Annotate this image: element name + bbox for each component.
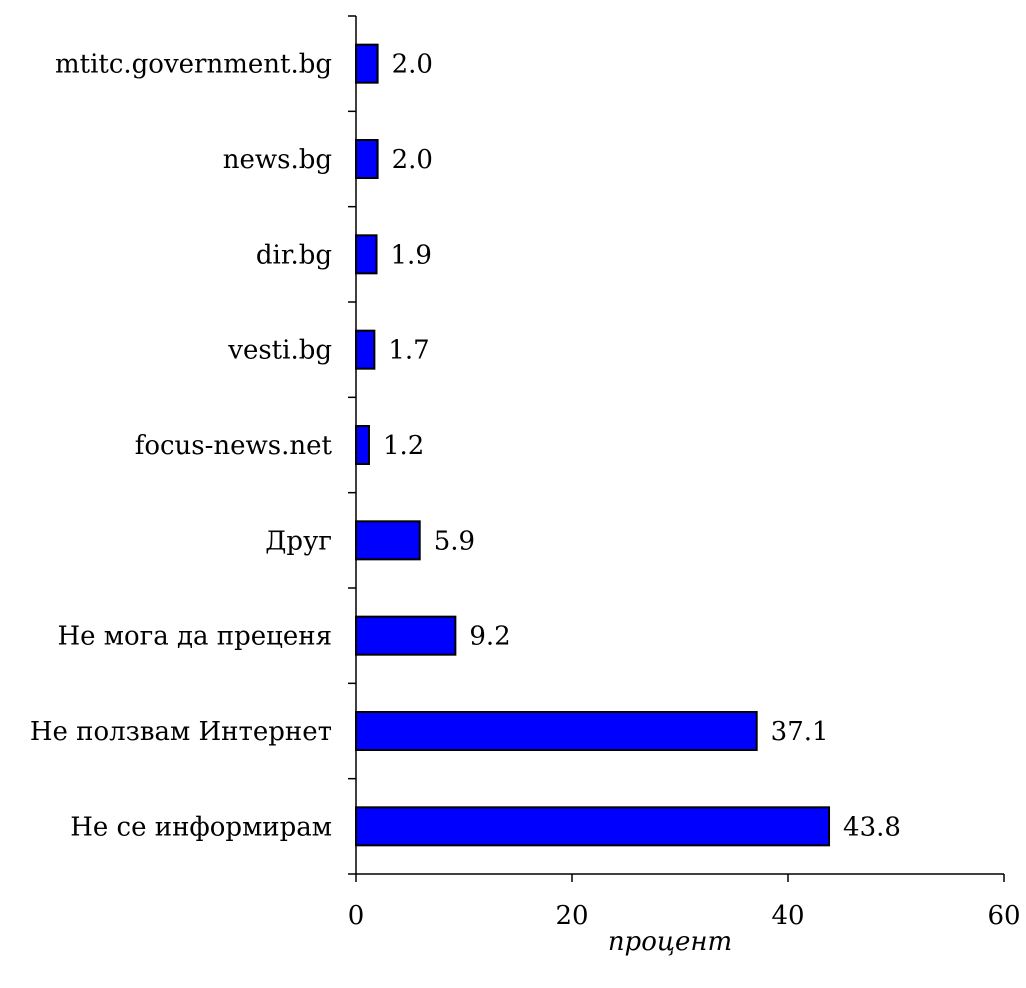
- value-label-4: 1.2: [383, 431, 424, 461]
- category-label-3: vesti.bg: [227, 336, 332, 366]
- bar-7: [355, 711, 758, 751]
- value-label-5: 5.9: [434, 526, 475, 556]
- value-label-6: 9.2: [469, 622, 510, 652]
- category-label-6: Не мога да преценя: [57, 622, 332, 652]
- category-label-7: Не ползвам Интернет: [30, 717, 332, 747]
- value-label-8: 43.8: [843, 812, 901, 842]
- x-tick-label-1: 20: [555, 901, 588, 931]
- x-axis-title: процент: [608, 927, 732, 957]
- bar-6: [355, 615, 457, 656]
- value-labels-group: 2.0 2.0 1.9 1.7 1.2 5.9 9.2 37.1 43.8: [383, 50, 901, 843]
- category-label-1: news.bg: [223, 145, 332, 175]
- x-tick-label-2: 40: [771, 901, 804, 931]
- value-label-1: 2.0: [392, 145, 433, 175]
- bar-2: [355, 234, 378, 275]
- category-label-8: Не се информирам: [70, 812, 332, 842]
- x-tick-label-3: 60: [987, 901, 1020, 931]
- category-label-2: dir.bg: [256, 240, 332, 270]
- value-label-3: 1.7: [388, 336, 429, 366]
- bars-group: [355, 43, 831, 847]
- bar-5: [355, 520, 421, 561]
- bar-4: [355, 425, 370, 465]
- x-tick-label-0: 0: [348, 901, 365, 931]
- bar-0: [355, 43, 379, 84]
- value-label-2: 1.9: [391, 240, 432, 270]
- value-label-0: 2.0: [392, 50, 433, 80]
- bar-8: [355, 806, 831, 847]
- bar-3: [355, 329, 376, 370]
- axes-group: 0 20 40 60: [348, 15, 1021, 931]
- bar-1: [355, 139, 379, 179]
- category-label-0: mtitc.government.bg: [55, 50, 332, 80]
- value-label-7: 37.1: [771, 717, 829, 747]
- category-label-4: focus-news.net: [135, 431, 333, 461]
- category-label-5: Друг: [265, 526, 332, 556]
- category-labels-group: mtitc.government.bg news.bg dir.bg vesti.bg…: [30, 50, 333, 843]
